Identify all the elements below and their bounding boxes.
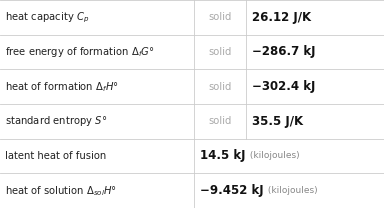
Text: heat of formation $\Delta_f H°$: heat of formation $\Delta_f H°$ (5, 80, 118, 94)
Text: solid: solid (208, 116, 231, 126)
Text: −286.7 kJ: −286.7 kJ (252, 46, 315, 58)
Text: 26.12 J/K: 26.12 J/K (252, 11, 311, 24)
Text: −9.452 kJ: −9.452 kJ (200, 184, 263, 197)
Text: heat capacity $C_p$: heat capacity $C_p$ (5, 10, 89, 25)
Text: −302.4 kJ: −302.4 kJ (252, 80, 315, 93)
Text: (kilojoules): (kilojoules) (247, 151, 300, 161)
Text: solid: solid (208, 47, 231, 57)
Text: 35.5 J/K: 35.5 J/K (252, 115, 303, 128)
Text: free energy of formation $\Delta_f G°$: free energy of formation $\Delta_f G°$ (5, 45, 154, 59)
Text: 14.5 kJ: 14.5 kJ (200, 150, 245, 162)
Text: heat of solution $\Delta_{sol}H°$: heat of solution $\Delta_{sol}H°$ (5, 184, 117, 198)
Text: standard entropy $S°$: standard entropy $S°$ (5, 114, 107, 128)
Text: solid: solid (208, 82, 231, 92)
Text: (kilojoules): (kilojoules) (265, 186, 318, 195)
Text: solid: solid (208, 12, 231, 22)
Text: latent heat of fusion: latent heat of fusion (5, 151, 106, 161)
